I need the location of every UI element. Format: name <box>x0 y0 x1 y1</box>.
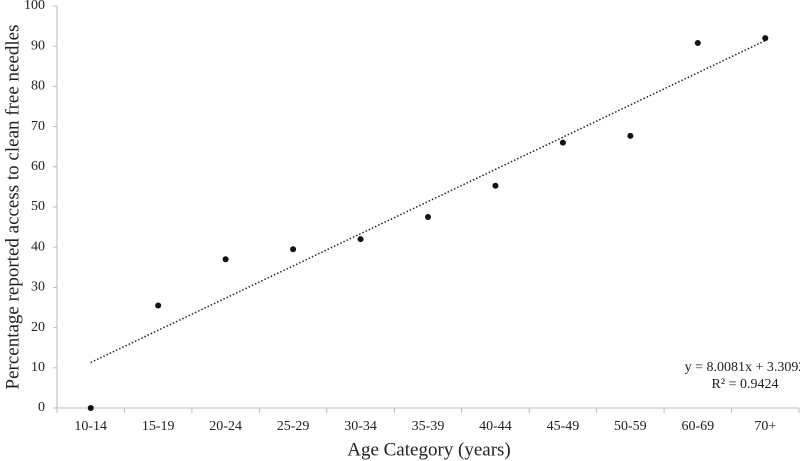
y-tick-label: 90 <box>31 38 45 53</box>
point <box>357 236 364 243</box>
y-tick-label: 20 <box>31 320 45 335</box>
point <box>492 182 499 189</box>
x-tick-label: 30-34 <box>344 419 377 434</box>
x-tick-label: 45-49 <box>547 419 580 434</box>
trendline-equation: y = 8.0081x + 3.3092 <box>685 360 800 375</box>
y-tick-label: 10 <box>31 360 45 375</box>
x-tick-label: 50-59 <box>614 419 647 434</box>
point <box>694 39 701 46</box>
y-axis-title: Percentage reported access to clean free… <box>2 24 23 389</box>
x-tick-label: 15-19 <box>142 419 175 434</box>
point <box>222 256 229 263</box>
y-tick-label: 80 <box>31 79 45 94</box>
x-axis-title: Age Category (years) <box>347 439 511 460</box>
y-tick-label: 100 <box>24 0 45 13</box>
point <box>425 214 431 221</box>
trendline <box>90 39 766 364</box>
y-tick-label: 50 <box>31 199 45 214</box>
point <box>290 246 297 253</box>
point <box>155 302 162 309</box>
x-tick-label: 25-29 <box>277 419 310 434</box>
y-tick-label: 0 <box>38 400 45 415</box>
point <box>87 405 94 411</box>
x-tick-label: 60-69 <box>681 419 714 434</box>
x-tick-label: 10-14 <box>74 419 107 434</box>
point <box>559 139 566 146</box>
point <box>762 35 769 42</box>
y-tick-label: 70 <box>31 119 45 134</box>
x-tick-label: 20-24 <box>209 419 242 434</box>
y-tick-label: 40 <box>31 239 45 254</box>
point <box>627 132 634 139</box>
r-squared: R² = 0.9424 <box>712 377 779 392</box>
x-tick-label: 70+ <box>754 419 776 434</box>
x-tick-label: 35-39 <box>412 419 445 434</box>
y-tick-label: 30 <box>31 280 45 295</box>
y-tick-label: 60 <box>31 159 45 174</box>
x-tick-label: 40-44 <box>479 419 512 434</box>
